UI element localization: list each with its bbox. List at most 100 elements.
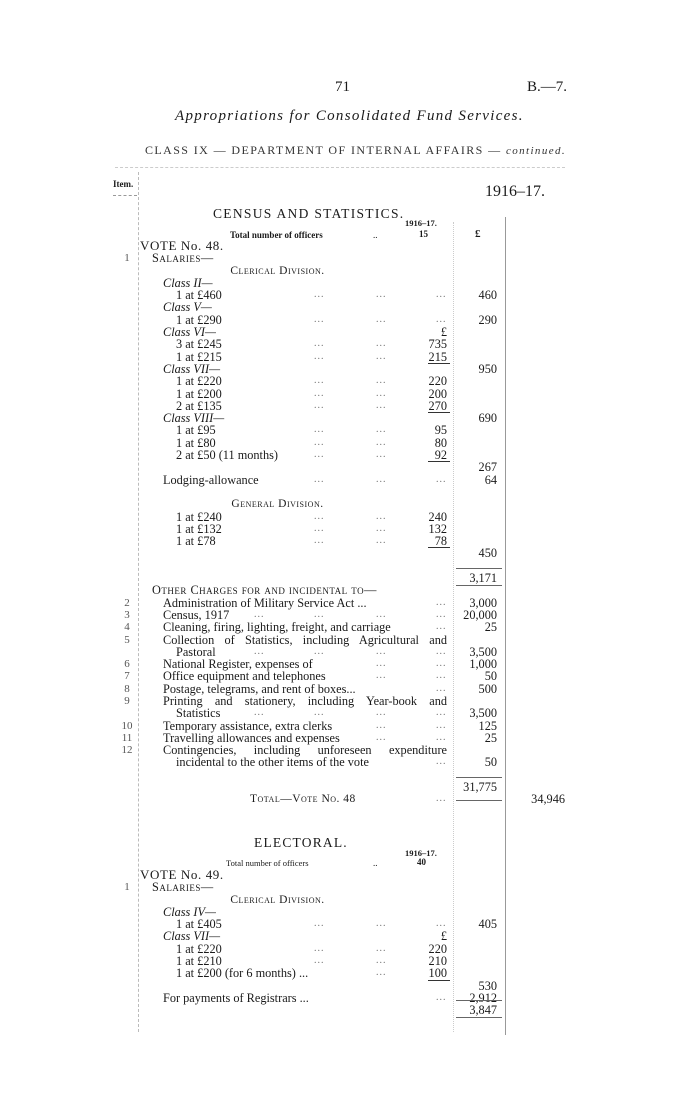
item-number: 2: [124, 596, 130, 609]
subtotal-rule: [428, 461, 450, 463]
table-row: 2 Administration of Military Service Act …: [0, 596, 700, 609]
amount-detail: 95: [434, 423, 447, 438]
amount-detail: £: [440, 325, 447, 340]
leader-dots: ...: [436, 289, 447, 301]
row-label: Class VIII—: [163, 411, 225, 426]
table-row: Class VII— 950: [0, 363, 700, 376]
amount-subtotal: 3,171: [469, 571, 497, 586]
total-rule: [456, 777, 502, 779]
table-row: 1 at £200 (for 6 months) ...... 100: [0, 967, 700, 980]
row-label: Travelling allowances and expenses: [163, 730, 340, 745]
leader-dots: ...: [436, 621, 447, 633]
leader-dots: ...: [376, 731, 387, 743]
table-row: Pastoral............ 3,500: [0, 644, 700, 659]
amount-detail: 200: [428, 386, 447, 401]
header-divider: [115, 167, 565, 168]
amount-detail: 92: [434, 448, 447, 463]
item-number: 10: [121, 719, 133, 732]
leader-dots: ...: [314, 375, 325, 387]
census-heading: CENSUS AND STATISTICS.: [213, 206, 405, 221]
leader-dots: ...: [314, 510, 325, 522]
table-row: 3,171: [0, 568, 700, 587]
row-label: Salaries—: [152, 251, 214, 266]
row-label: Class IV—: [163, 904, 216, 919]
table-row: 3,847: [0, 1000, 700, 1019]
leader-dots: ...: [314, 338, 325, 350]
table-row: 31,775: [0, 777, 700, 795]
row-label: Contingencies, including unforeseen expe…: [163, 743, 447, 758]
row-label: Class VI—: [163, 325, 216, 340]
table-row: 1 at £215...... 215: [0, 350, 700, 363]
amount-detail: 240: [428, 509, 447, 524]
leader-dots: ...: [436, 731, 447, 743]
row-label: 1 at £200: [176, 386, 222, 401]
leader-dots: ...: [376, 289, 387, 301]
row-label: For payments of Registrars ...: [163, 990, 309, 1005]
amount-subtotal: 50: [484, 755, 497, 770]
row-label: 3 at £245: [176, 337, 222, 352]
leader-dots: ...: [376, 658, 387, 670]
leader-dots: ...: [436, 670, 447, 682]
table-row: [0, 560, 700, 572]
row-label: Statistics: [176, 706, 221, 721]
leader-dots: ...: [314, 942, 325, 954]
row-label: 2 at £50 (11 months): [176, 448, 279, 463]
leader-dots: ...: [376, 955, 387, 967]
row-label: 1 at £405: [176, 917, 222, 932]
amount-subtotal: 267: [478, 460, 497, 475]
table-row: 530: [0, 979, 700, 992]
table-row: 1 at £78...... 78: [0, 534, 700, 549]
row-label: 2 at £135: [176, 398, 222, 413]
leader-dots: ...: [376, 942, 387, 954]
amount-subtotal: 20,000: [463, 607, 497, 622]
electoral-officers-year: 1916–17.: [405, 848, 437, 858]
leader-dots: ...: [436, 608, 447, 620]
row-label: Class II—: [163, 275, 213, 290]
table-row: 1 at £220...... 220: [0, 374, 700, 389]
leader-dots: ...: [314, 350, 325, 362]
amount-detail: £: [440, 929, 447, 944]
leader-dots: ...: [436, 313, 447, 325]
amount-detail: 80: [434, 435, 447, 450]
subtotal-rule: [428, 547, 450, 549]
table-row: Class V—: [0, 300, 700, 315]
amount-subtotal: 3,500: [469, 706, 497, 721]
table-row: 1 at £210...... 210: [0, 955, 700, 968]
item-number: 9: [124, 694, 130, 707]
item-number: 6: [124, 658, 130, 671]
amount-subtotal: 450: [478, 546, 497, 561]
total-rule: [456, 800, 502, 802]
total-rule: [456, 1000, 502, 1002]
amount-detail: 735: [428, 337, 447, 352]
page-number: 71: [335, 79, 350, 95]
amount-detail: 220: [428, 374, 447, 389]
class-heading: CLASS IX — DEPARTMENT OF INTERNAL AFFAIR…: [145, 143, 566, 158]
leader-dots: ...: [436, 991, 447, 1003]
total-rule: [456, 1017, 502, 1019]
leader-dots: ...: [376, 424, 387, 436]
amount-subtotal: 31,775: [463, 780, 497, 795]
page-title: Appropriations for Consolidated Fund Ser…: [175, 108, 524, 124]
row-label: Class V—: [163, 300, 212, 315]
amount-total: 34,946: [531, 792, 565, 807]
row-label: Pastoral: [176, 644, 216, 659]
electoral-officers-label: Total number of officers: [226, 858, 309, 868]
row-label: Other Charges for and incidental to—: [152, 583, 377, 598]
item-number: 1: [124, 252, 130, 265]
table-row: 4 Cleaning, firing, lighting, freight, an…: [0, 621, 700, 634]
total-column-rule: [505, 217, 506, 1035]
leader-dots: ...: [254, 608, 265, 620]
table-row: 1 Salaries—: [0, 881, 700, 894]
table-row: incidental to the other items of the vot…: [0, 755, 700, 770]
currency-symbol: £: [475, 228, 481, 240]
subtotal-column-rule: [453, 222, 454, 1032]
row-label: Total—Vote No. 48: [250, 793, 356, 806]
amount-subtotal: 1,000: [469, 657, 497, 672]
row-label: 1 at £78: [176, 534, 216, 549]
leader-dots: ...: [376, 375, 387, 387]
class-heading-text: CLASS IX — DEPARTMENT OF INTERNAL AFFAIR…: [145, 143, 502, 157]
leader-dots: ...: [376, 967, 387, 979]
item-number: 7: [124, 670, 130, 683]
table-row: 2 at £135...... 270: [0, 398, 700, 413]
leader-dots: ...: [314, 387, 325, 399]
